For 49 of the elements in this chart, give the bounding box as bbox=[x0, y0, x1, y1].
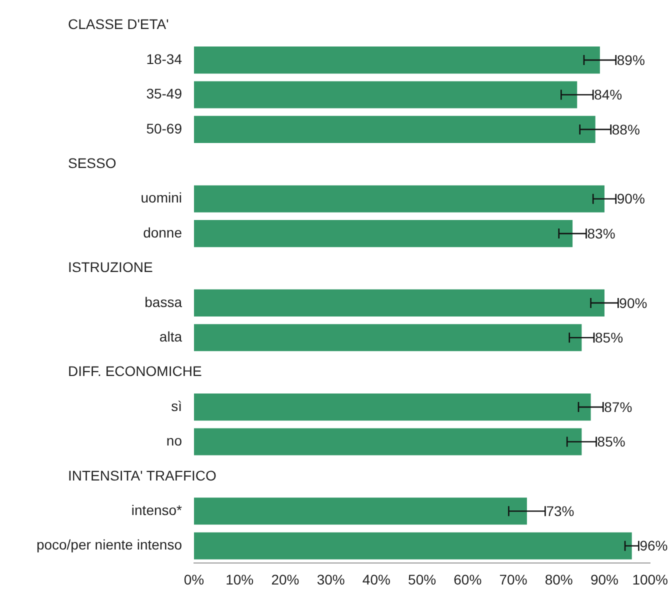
y-tick-label: no bbox=[166, 432, 182, 449]
x-tick-label: 0% bbox=[184, 571, 204, 588]
data-label: 88% bbox=[612, 121, 640, 138]
data-label: 96% bbox=[640, 538, 668, 554]
annotation: INTENSITA' TRAFFICO bbox=[68, 467, 216, 484]
bar bbox=[194, 532, 632, 560]
x-tick-label: 100% bbox=[632, 571, 668, 588]
bar bbox=[194, 185, 604, 212]
y-tick-label: bassa bbox=[144, 294, 182, 310]
y-tick-label: donne bbox=[143, 224, 182, 240]
x-tick-label: 30% bbox=[316, 571, 345, 588]
data-label: 84% bbox=[594, 86, 622, 103]
bar bbox=[194, 220, 573, 248]
y-tick-label: 18-34 bbox=[146, 50, 182, 67]
bar bbox=[194, 46, 600, 74]
bar bbox=[194, 394, 591, 421]
x-tick-label: 20% bbox=[271, 571, 300, 588]
annotation: DIFF. ECONOMICHE bbox=[68, 363, 202, 380]
y-tick-label: 50-69 bbox=[146, 120, 182, 136]
text: ISTRUZIONE bbox=[68, 259, 153, 276]
y-tick-label: alta bbox=[159, 328, 182, 345]
data-label: 90% bbox=[616, 190, 645, 207]
y-tick-label: sì bbox=[171, 398, 182, 414]
data-label: 87% bbox=[604, 398, 632, 415]
y-tick-label: uomini bbox=[140, 190, 182, 206]
data-label: 85% bbox=[594, 330, 624, 346]
x-tick-label: 90% bbox=[590, 571, 619, 588]
x-tick-label: 80% bbox=[544, 571, 573, 588]
text: CLASSE D'ETA' bbox=[68, 16, 169, 32]
y-tick-label: poco/per niente intenso bbox=[36, 536, 182, 553]
x-tick-label: 40% bbox=[362, 571, 390, 588]
bar bbox=[194, 289, 604, 316]
data-label: 89% bbox=[616, 52, 645, 68]
x-tick-label: 70% bbox=[499, 571, 528, 588]
x-tick-label: 60% bbox=[454, 571, 482, 588]
data-label: 73% bbox=[546, 503, 574, 520]
y-tick-label: intenso* bbox=[131, 502, 183, 518]
bar bbox=[194, 428, 582, 456]
data-label: 85% bbox=[597, 434, 626, 450]
bar bbox=[194, 498, 527, 525]
data-label: 83% bbox=[587, 225, 616, 242]
x-tick-label: 50% bbox=[408, 571, 436, 588]
bar bbox=[194, 81, 578, 108]
data-label: 90% bbox=[619, 294, 648, 311]
bar bbox=[194, 116, 596, 143]
y-tick-label: 35-49 bbox=[146, 86, 182, 102]
text: SESSO bbox=[68, 155, 116, 172]
x-tick-label: 10% bbox=[226, 571, 254, 588]
bar bbox=[194, 324, 582, 352]
